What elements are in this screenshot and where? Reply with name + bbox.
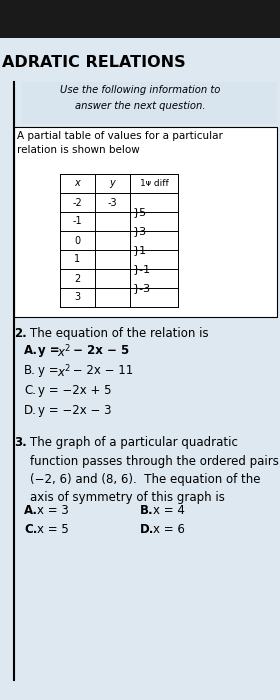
Text: }1: }1 (133, 245, 147, 255)
Text: 2: 2 (74, 274, 81, 284)
Text: ADRATIC RELATIONS: ADRATIC RELATIONS (2, 55, 186, 70)
Text: -1: -1 (73, 216, 82, 227)
Text: y =: y = (38, 344, 64, 357)
Text: x = 3: x = 3 (37, 504, 69, 517)
Text: − 2x − 5: − 2x − 5 (69, 344, 129, 357)
FancyBboxPatch shape (0, 0, 280, 38)
Text: 1: 1 (74, 255, 81, 265)
Text: B.: B. (140, 504, 154, 517)
FancyBboxPatch shape (22, 82, 277, 124)
Text: A.: A. (24, 504, 38, 517)
Text: x: x (75, 178, 80, 188)
Text: B.: B. (24, 364, 36, 377)
Text: x = 6: x = 6 (153, 523, 185, 536)
Text: -3: -3 (108, 197, 117, 207)
Text: The graph of a particular quadratic
function passes through the ordered pairs
(−: The graph of a particular quadratic func… (30, 436, 279, 505)
Text: 3.: 3. (14, 436, 27, 449)
Text: $x^2$: $x^2$ (57, 364, 71, 381)
Text: 1ᴪ diff: 1ᴪ diff (140, 179, 168, 188)
Text: A partial table of values for a particular
relation is shown below: A partial table of values for a particul… (17, 131, 223, 155)
Text: 0: 0 (74, 235, 81, 246)
Text: C.: C. (24, 523, 37, 536)
Text: }3: }3 (133, 226, 147, 236)
Text: A.: A. (24, 344, 38, 357)
FancyBboxPatch shape (0, 38, 280, 700)
Text: y: y (110, 178, 115, 188)
Text: y =: y = (38, 364, 62, 377)
Text: D.: D. (140, 523, 154, 536)
Text: x = 4: x = 4 (153, 504, 185, 517)
Text: }5: }5 (133, 207, 147, 217)
Text: y = −2x + 5: y = −2x + 5 (38, 384, 111, 397)
Text: x = 5: x = 5 (37, 523, 69, 536)
Text: Use the following information to
answer the next question.: Use the following information to answer … (60, 85, 220, 111)
Text: 2.: 2. (14, 327, 27, 340)
Text: }-1: }-1 (133, 264, 151, 274)
Text: $x^2$: $x^2$ (57, 344, 71, 360)
Text: − 2x − 11: − 2x − 11 (69, 364, 134, 377)
Text: The equation of the relation is: The equation of the relation is (30, 327, 209, 340)
Text: y = −2x − 3: y = −2x − 3 (38, 404, 111, 417)
FancyBboxPatch shape (14, 127, 277, 317)
Text: C.: C. (24, 384, 36, 397)
Text: -2: -2 (73, 197, 82, 207)
Text: 3: 3 (74, 293, 81, 302)
Text: }-3: }-3 (133, 283, 151, 293)
Text: D.: D. (24, 404, 37, 417)
